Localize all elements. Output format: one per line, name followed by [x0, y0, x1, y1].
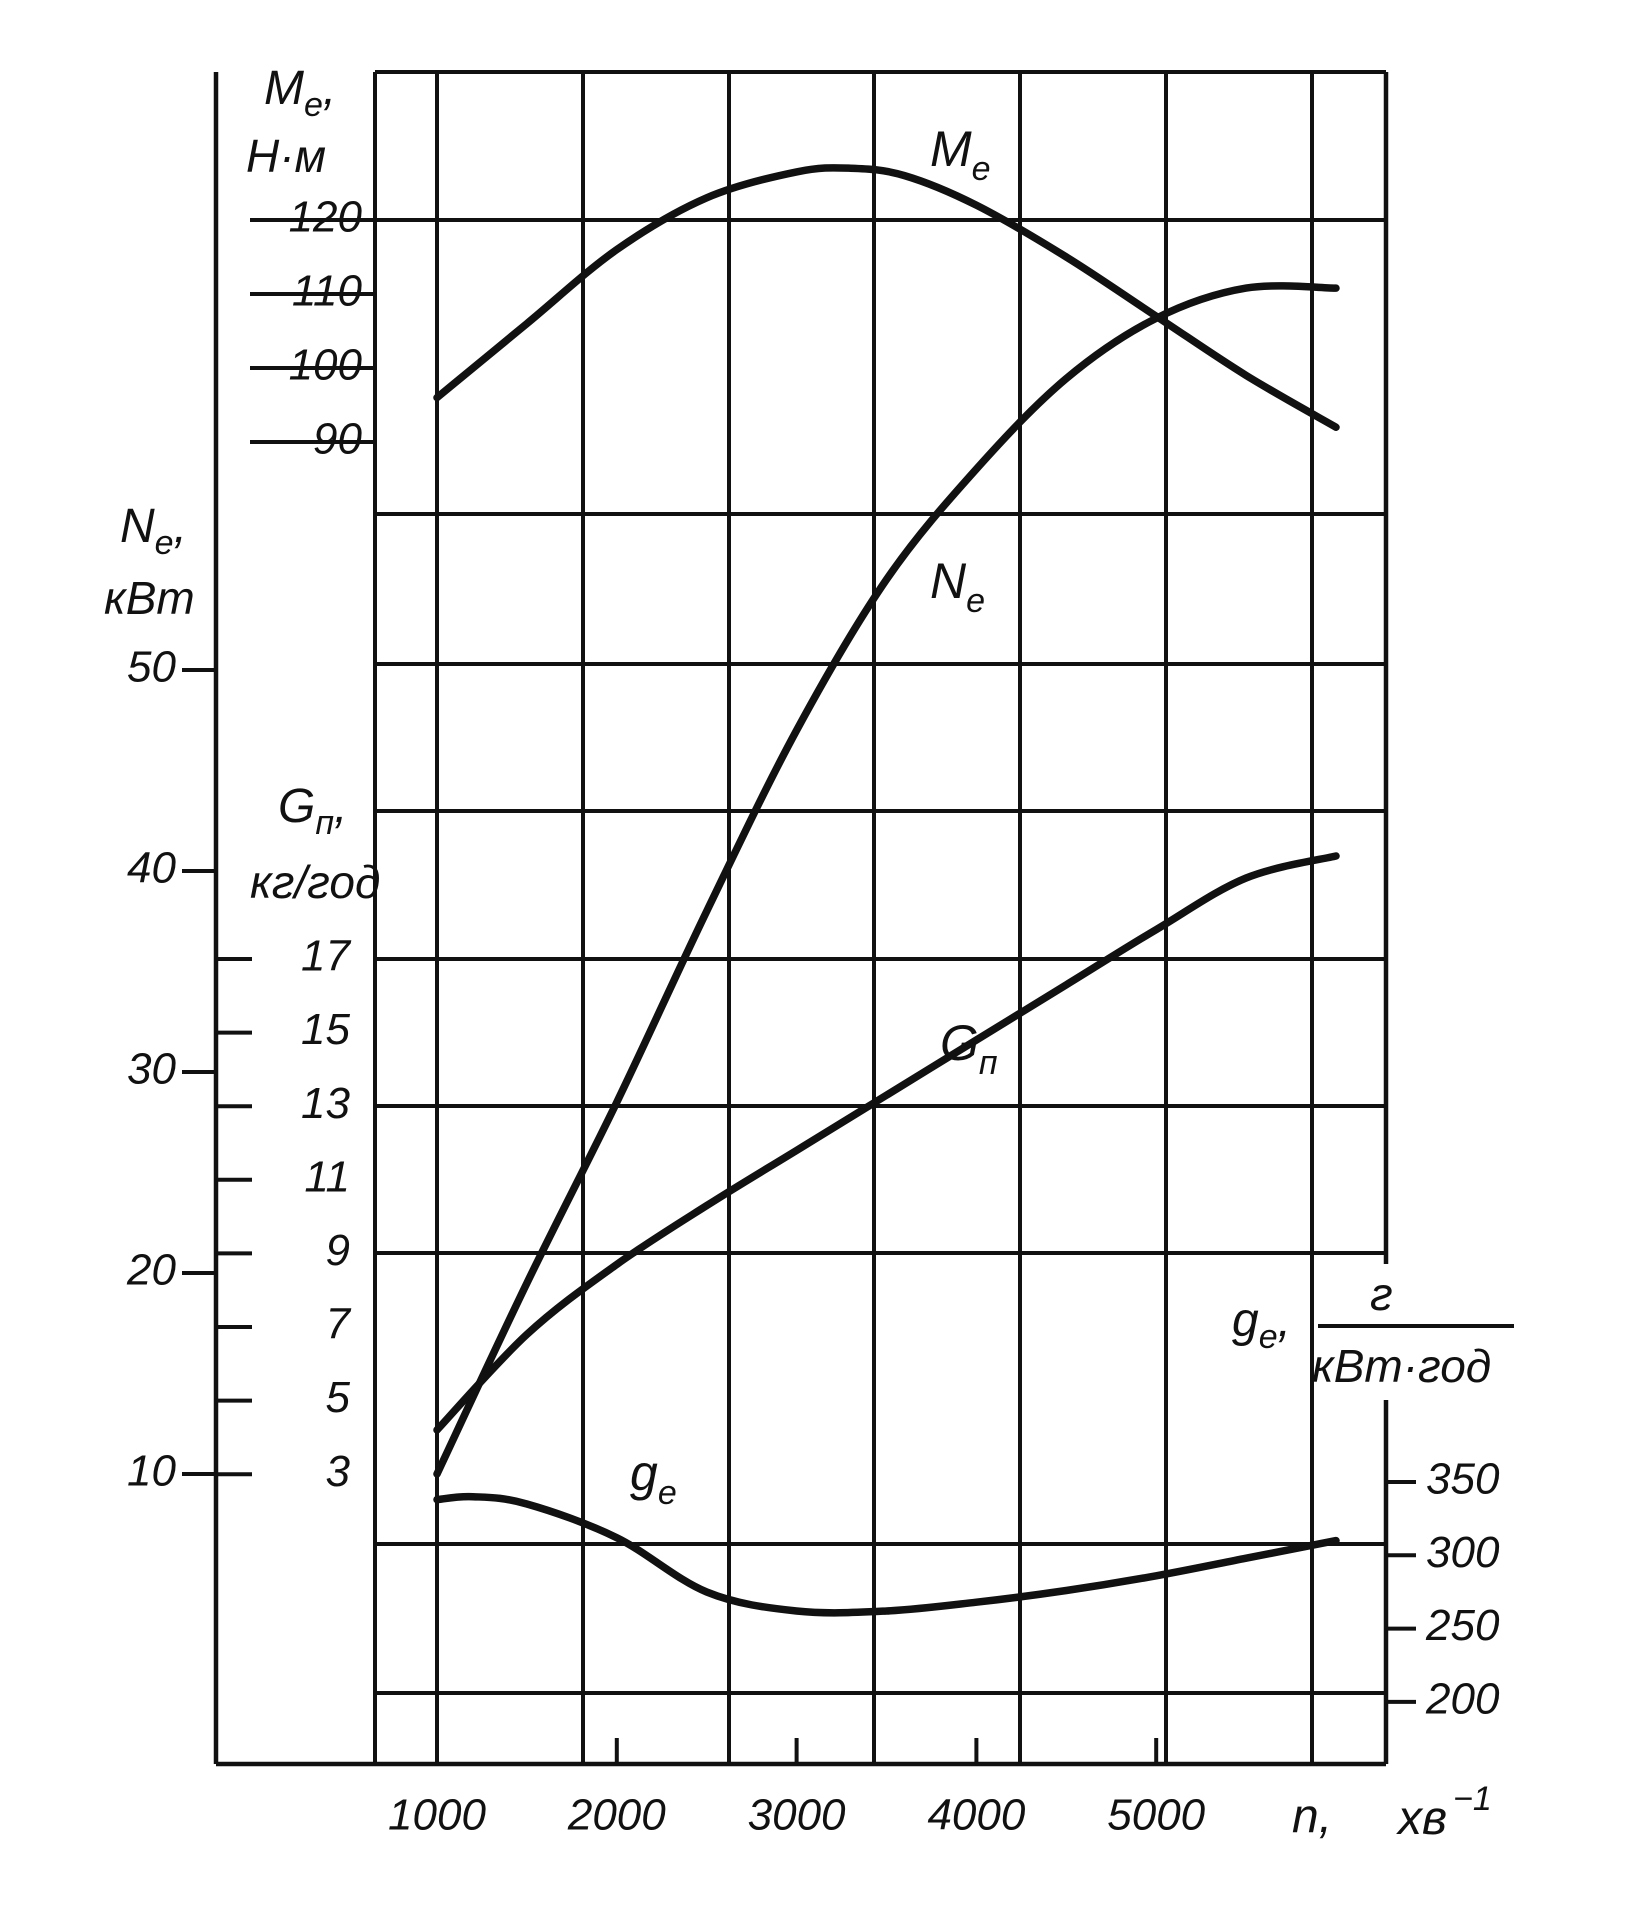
ne-axis-title: Ne,: [120, 500, 187, 562]
x-tick-label: 5000: [1107, 1791, 1205, 1840]
gp-tick-label: 13: [301, 1079, 350, 1128]
x-tick-label: 2000: [567, 1791, 666, 1840]
gp-tick-label: 11: [304, 1152, 350, 1201]
gp-tick-label: 5: [326, 1373, 351, 1422]
gp-tick-label: 17: [301, 932, 351, 981]
ge-tick-label: 300: [1426, 1528, 1500, 1577]
grid: [373, 70, 1386, 1764]
x-tick-label: 4000: [927, 1791, 1025, 1840]
gp-tick-label: 15: [301, 1005, 350, 1054]
ge-curve-label: ge: [630, 1445, 677, 1512]
x-axis-title: n,: [1292, 1790, 1332, 1843]
series-curves: [433, 164, 1340, 1617]
ge-tick-label: 250: [1425, 1601, 1500, 1650]
me-tick-label: 110: [292, 267, 363, 316]
gp-tick-label: 9: [326, 1226, 350, 1275]
ne-series-line: [433, 282, 1340, 1478]
me-axis-unit: Н·м: [246, 130, 326, 182]
me-tick-label: 120: [289, 193, 363, 242]
me-axis-title: Me,: [264, 62, 336, 124]
ge-tick-label: 200: [1425, 1675, 1500, 1724]
gp-series-line: [433, 852, 1340, 1434]
ne-curve-label: Ne: [930, 553, 985, 620]
x-tick-label: 3000: [748, 1791, 846, 1840]
me-curve-label: Me: [930, 121, 991, 188]
ge-axis-unit-numerator: г: [1370, 1268, 1393, 1320]
gp-axis-title: Gп,: [278, 780, 347, 842]
x-axis-unit: хв −1: [1396, 1780, 1492, 1845]
x-tick-label: 1000: [388, 1791, 486, 1840]
ticks: 1000 2000 3000 4000 5000 120 110 100 90 50 40 30 20 1…: [126, 193, 1500, 1840]
ne-tick-label: 50: [127, 643, 176, 692]
gp-axis-unit: кг/год: [250, 856, 380, 908]
ge-axis-unit-denominator: кВт·год: [1312, 1340, 1491, 1392]
ne-tick-label: 30: [127, 1045, 176, 1094]
gp-tick-label: 3: [326, 1447, 351, 1496]
ge-series-line: [433, 1492, 1340, 1617]
gp-tick-label: 7: [326, 1300, 352, 1349]
me-tick-label: 100: [289, 341, 363, 390]
ge-tick-label: 350: [1426, 1455, 1500, 1504]
me-tick-label: 90: [313, 415, 362, 464]
ne-tick-label: 40: [127, 844, 176, 893]
ge-axis-title: ge,: [1232, 1294, 1291, 1356]
ne-tick-label: 10: [127, 1447, 176, 1496]
axes: [213, 72, 1389, 1767]
gp-curve-label: Gп: [940, 1015, 998, 1082]
ne-axis-unit: кВт: [104, 572, 195, 624]
ne-tick-label: 20: [126, 1246, 176, 1295]
me-series-line: [433, 164, 1340, 431]
